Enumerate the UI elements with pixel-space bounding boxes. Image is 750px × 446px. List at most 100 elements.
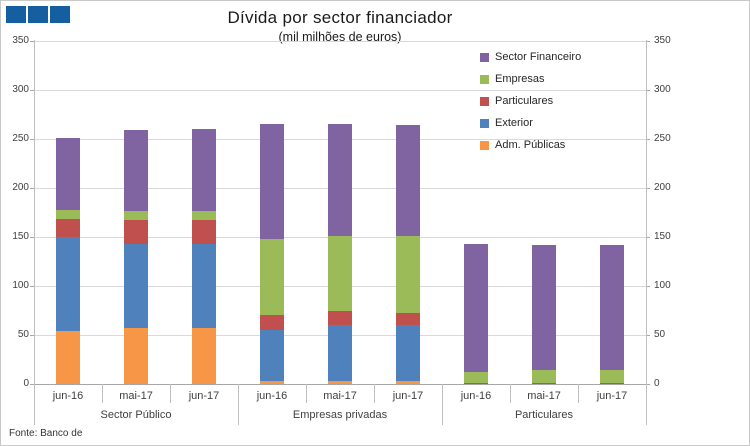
bar-segment-empresas xyxy=(532,370,556,383)
legend-swatch-icon xyxy=(480,74,489,84)
x-category-label: mai-17 xyxy=(527,390,561,402)
chart-title: Dívida por sector financiador xyxy=(227,8,453,27)
bar-segment-exterior xyxy=(328,325,352,382)
y-axis-label-left: 100 xyxy=(12,280,29,291)
x-category-label: jun-16 xyxy=(52,390,84,402)
bar-segment-sector-financeiro xyxy=(600,244,624,371)
y-tick-right xyxy=(646,139,650,140)
bar-segment-adm-p-blicas xyxy=(56,331,80,384)
x-category-label: mai-17 xyxy=(119,390,153,402)
y-tick-left xyxy=(30,41,34,42)
y-axis-label-left: 0 xyxy=(23,378,29,389)
bar-segment-sector-financeiro xyxy=(328,124,352,237)
group-separator xyxy=(238,384,239,425)
x-category-label: jun-17 xyxy=(596,390,628,402)
gridline xyxy=(34,41,646,42)
category-separator xyxy=(510,384,511,403)
y-tick-right xyxy=(646,41,650,42)
legend-swatch-icon xyxy=(480,140,489,150)
legend-item: Adm. Públicas xyxy=(480,134,581,156)
y-axis-label-right: 300 xyxy=(654,84,671,95)
legend-label: Empresas xyxy=(495,73,545,85)
gridline xyxy=(34,90,646,91)
group-separator xyxy=(34,384,35,425)
category-separator xyxy=(578,384,579,403)
x-group-label: Sector Público xyxy=(100,409,172,421)
x-axis-line xyxy=(34,384,646,385)
y-tick-right xyxy=(646,237,650,238)
chart-subtitle: (mil milhões de euros) xyxy=(278,30,402,44)
y-tick-left xyxy=(30,139,34,140)
bar-segment-adm-p-blicas xyxy=(260,381,284,384)
bar-segment-empresas xyxy=(192,210,216,221)
logo-square xyxy=(6,6,26,23)
y-axis-label-left: 300 xyxy=(12,84,29,95)
bar-segment-particulares xyxy=(532,383,556,385)
y-tick-right xyxy=(646,90,650,91)
x-category-label: mai-17 xyxy=(323,390,357,402)
bar-segment-exterior xyxy=(396,325,420,382)
bar-segment-sector-financeiro xyxy=(192,129,216,211)
legend-label: Exterior xyxy=(495,117,533,129)
legend-item: Sector Financeiro xyxy=(480,46,581,68)
category-separator xyxy=(170,384,171,403)
y-axis-label-right: 200 xyxy=(654,182,671,193)
bar-segment-particulares xyxy=(396,313,420,326)
legend-label: Sector Financeiro xyxy=(495,51,582,63)
y-axis-label-left: 150 xyxy=(12,231,29,242)
legend-label: Adm. Públicas xyxy=(495,139,566,151)
legend-item: Particulares xyxy=(480,90,581,112)
logo-square xyxy=(50,6,70,23)
y-tick-left xyxy=(30,237,34,238)
y-tick-left xyxy=(30,335,34,336)
legend-swatch-icon xyxy=(480,96,489,106)
bar-segment-empresas xyxy=(396,236,420,314)
bar-segment-adm-p-blicas xyxy=(328,381,352,384)
x-category-label: jun-16 xyxy=(256,390,288,402)
y-axis-label-left: 350 xyxy=(12,35,29,46)
y-tick-right xyxy=(646,335,650,336)
bar-segment-empresas xyxy=(124,210,148,221)
category-separator xyxy=(102,384,103,403)
x-group-label: Empresas privadas xyxy=(292,409,388,421)
bar-segment-adm-p-blicas xyxy=(396,381,420,384)
legend-label: Particulares xyxy=(495,95,554,107)
y-axis-right xyxy=(646,40,647,384)
bar-segment-empresas xyxy=(260,238,284,316)
bar-segment-particulares xyxy=(328,311,352,326)
x-category-label: jun-16 xyxy=(460,390,492,402)
bar-segment-sector-financeiro xyxy=(464,243,488,373)
y-axis-label-right: 350 xyxy=(654,35,671,46)
bar-segment-particulares xyxy=(464,383,488,385)
y-axis-label-right: 250 xyxy=(654,133,671,144)
y-tick-left xyxy=(30,286,34,287)
three-squares-logo xyxy=(6,6,70,23)
bar-segment-particulares xyxy=(600,383,624,385)
bar-segment-sector-financeiro xyxy=(532,244,556,371)
y-tick-right xyxy=(646,188,650,189)
bar-segment-sector-financeiro xyxy=(396,125,420,236)
bar-segment-empresas xyxy=(328,236,352,312)
bar-segment-exterior xyxy=(192,243,216,329)
bar-segment-particulares xyxy=(260,315,284,331)
chart-legend: Sector Financeiro Empresas Particulares Ext… xyxy=(480,46,581,156)
y-axis-left xyxy=(34,40,35,384)
y-tick-right xyxy=(646,286,650,287)
legend-swatch-icon xyxy=(480,118,489,128)
category-separator xyxy=(306,384,307,403)
y-tick-left xyxy=(30,384,34,385)
x-category-label: jun-17 xyxy=(188,390,220,402)
bar-segment-adm-p-blicas xyxy=(192,328,216,384)
bar-segment-sector-financeiro xyxy=(124,130,148,211)
y-axis-label-right: 0 xyxy=(654,378,660,389)
y-axis-label-left: 250 xyxy=(12,133,29,144)
legend-item: Exterior xyxy=(480,112,581,134)
legend-swatch-icon xyxy=(480,52,489,62)
bar-segment-exterior xyxy=(124,243,148,329)
y-axis-label-right: 50 xyxy=(654,329,666,340)
y-axis-label-right: 100 xyxy=(654,280,671,291)
group-separator xyxy=(442,384,443,425)
y-tick-left xyxy=(30,188,34,189)
legend-item: Empresas xyxy=(480,68,581,90)
y-tick-left xyxy=(30,90,34,91)
